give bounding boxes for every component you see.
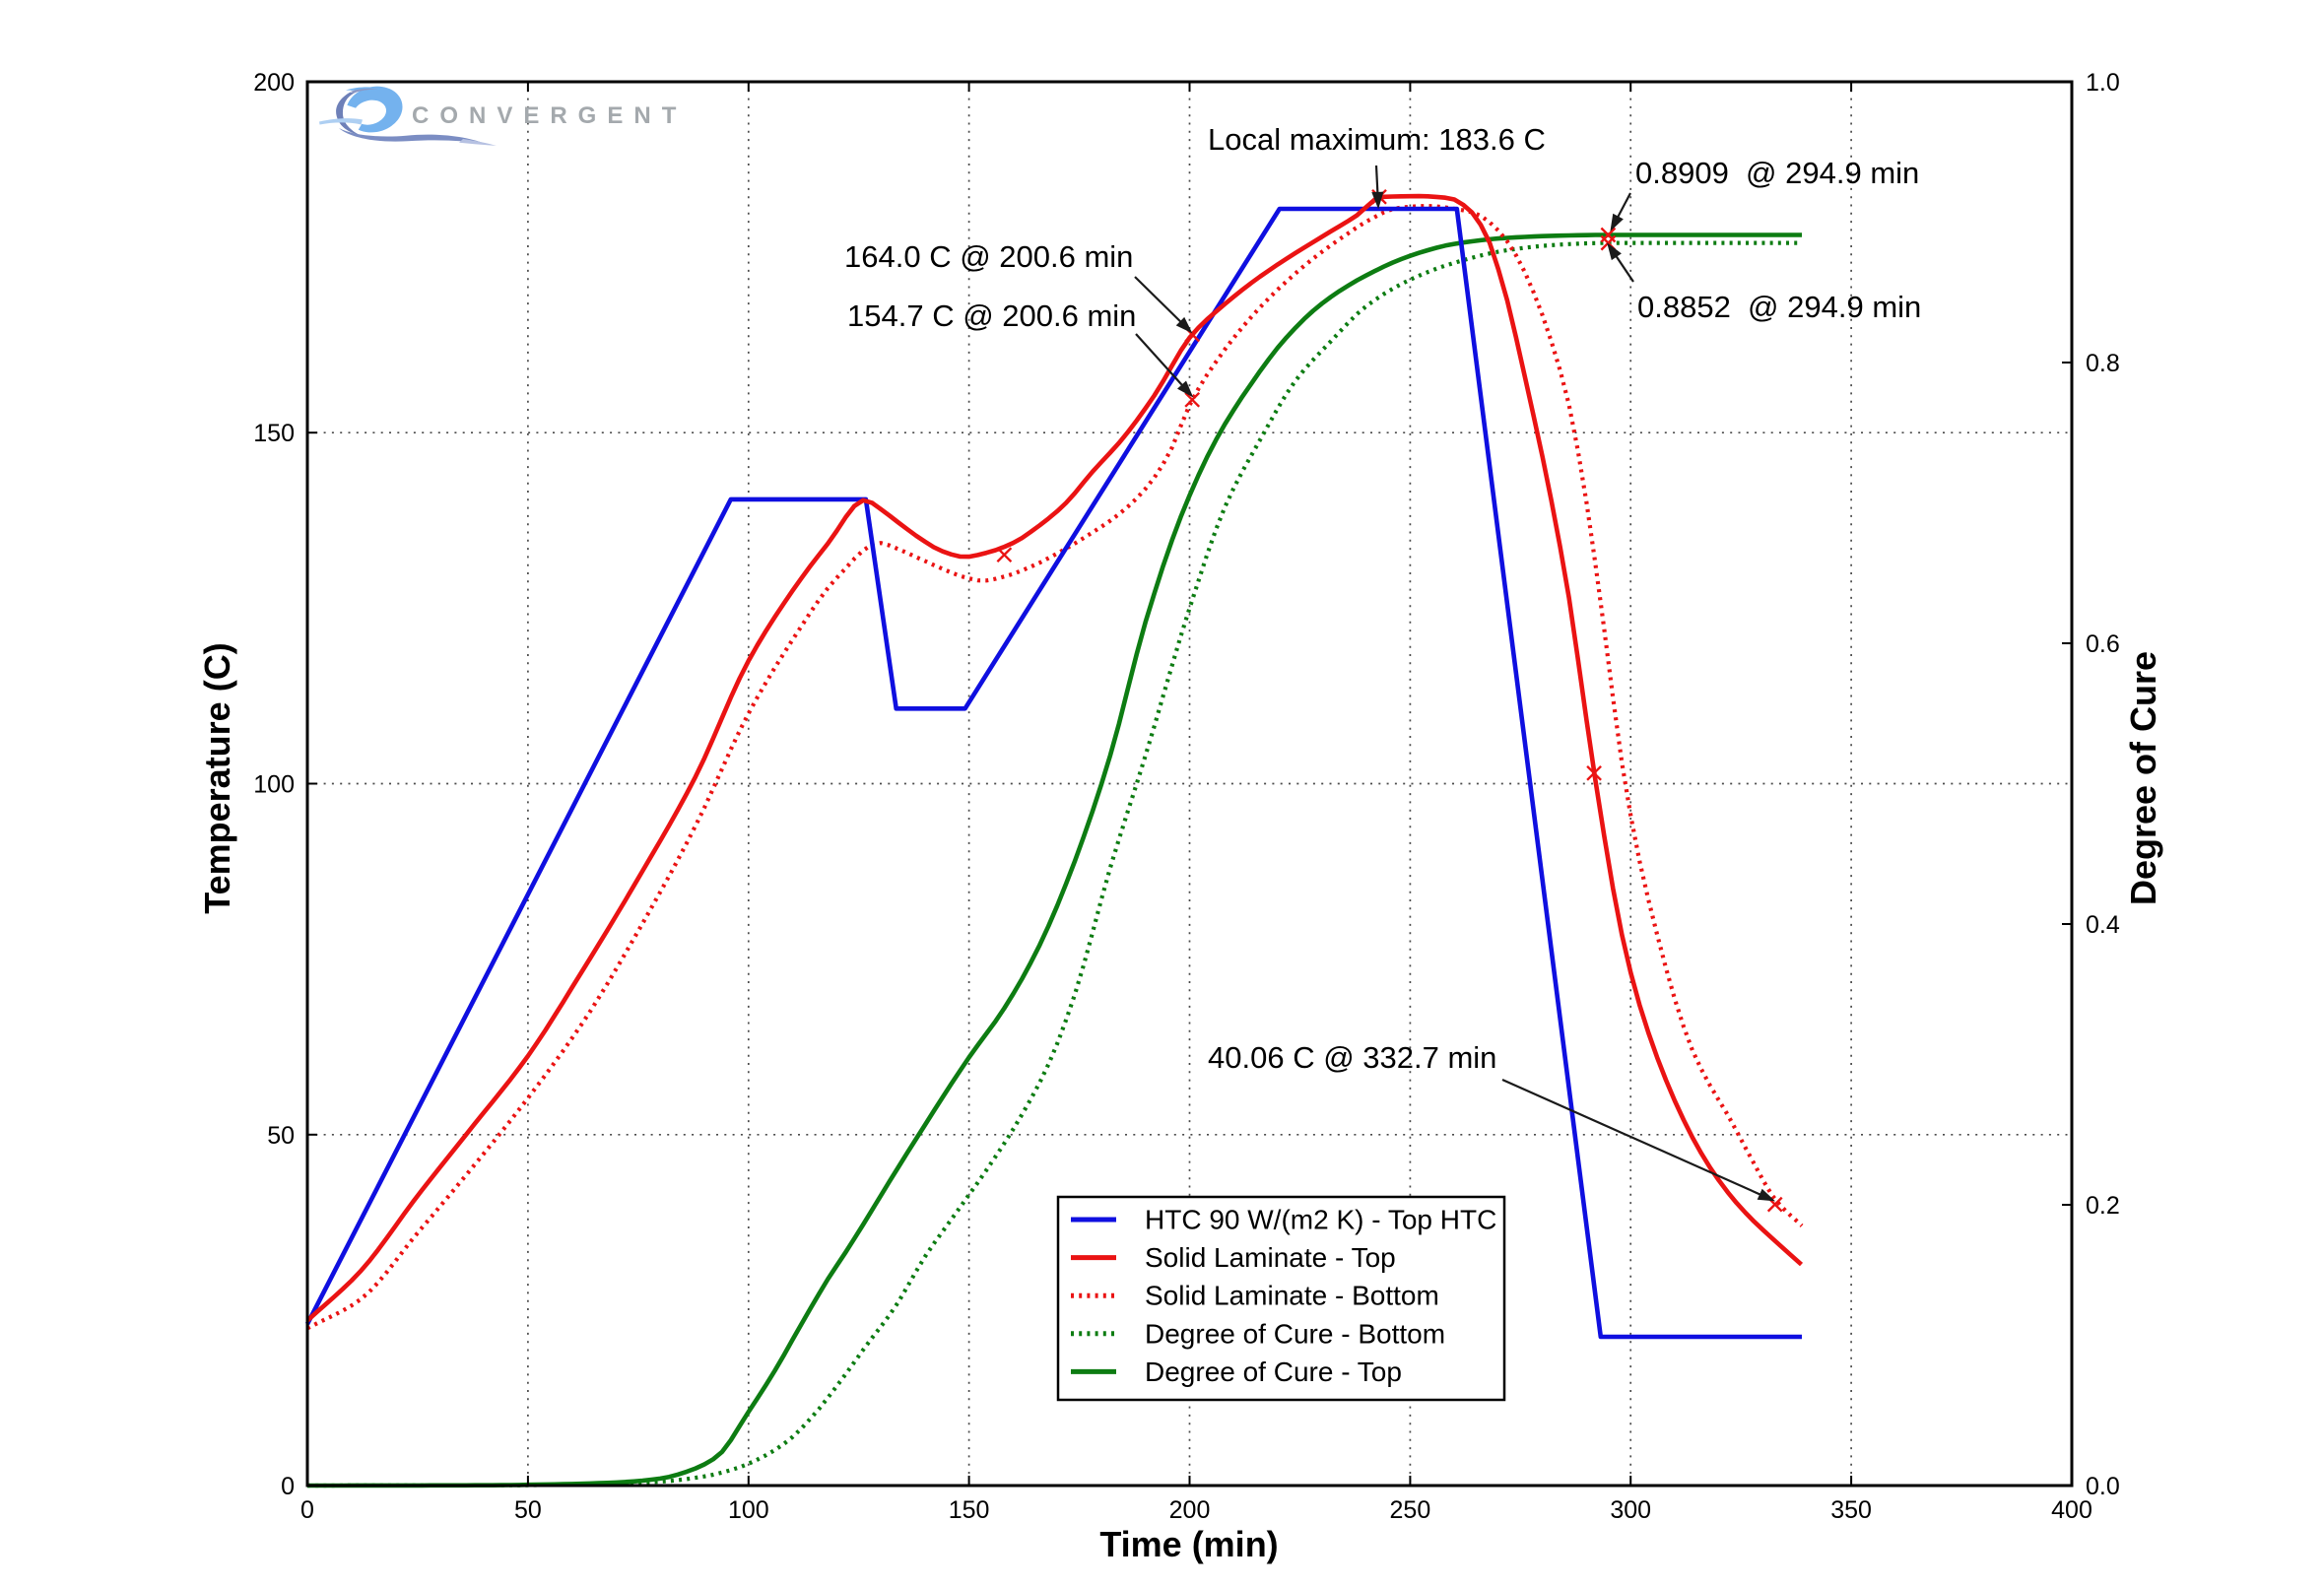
svg-text:0: 0 (281, 1473, 295, 1500)
svg-text:164.0 C @ 200.6 min: 164.0 C @ 200.6 min (844, 239, 1133, 274)
svg-text:HTC 90 W/(m2 K) - Top HTC: HTC 90 W/(m2 K) - Top HTC (1145, 1205, 1496, 1235)
svg-text:0.6: 0.6 (2086, 630, 2120, 658)
svg-text:300: 300 (1610, 1496, 1651, 1524)
svg-text:Solid Laminate - Top: Solid Laminate - Top (1145, 1242, 1396, 1273)
svg-text:150: 150 (253, 420, 295, 447)
svg-text:250: 250 (1390, 1496, 1431, 1524)
svg-text:Time (min): Time (min) (1099, 1524, 1278, 1564)
svg-text:Degree of Cure - Top: Degree of Cure - Top (1145, 1356, 1402, 1387)
svg-text:0.2: 0.2 (2086, 1192, 2120, 1220)
svg-text:0.8909 @ 294.9 min: 0.8909 @ 294.9 min (1635, 156, 1919, 190)
svg-text:1.0: 1.0 (2086, 69, 2120, 97)
svg-text:100: 100 (728, 1496, 769, 1524)
svg-text:400: 400 (2051, 1496, 2092, 1524)
svg-text:CONVERGENT: CONVERGENT (412, 102, 687, 129)
svg-text:Local maximum: 183.6 C: Local maximum: 183.6 C (1208, 122, 1546, 157)
svg-text:40.06 C @ 332.7 min: 40.06 C @ 332.7 min (1208, 1040, 1496, 1075)
svg-text:0: 0 (300, 1496, 314, 1524)
svg-text:154.7 C @ 200.6 min: 154.7 C @ 200.6 min (847, 298, 1136, 333)
svg-text:Temperature (C): Temperature (C) (197, 642, 237, 913)
svg-text:Degree of Cure - Bottom: Degree of Cure - Bottom (1145, 1318, 1445, 1349)
svg-text:200: 200 (1169, 1496, 1211, 1524)
svg-text:Degree of Cure: Degree of Cure (2123, 651, 2163, 905)
svg-text:0.0: 0.0 (2086, 1473, 2120, 1500)
svg-text:50: 50 (267, 1122, 295, 1150)
svg-text:150: 150 (949, 1496, 990, 1524)
svg-text:50: 50 (514, 1496, 542, 1524)
svg-text:Solid Laminate - Bottom: Solid Laminate - Bottom (1145, 1281, 1439, 1311)
svg-text:0.4: 0.4 (2086, 911, 2120, 939)
svg-text:0.8: 0.8 (2086, 350, 2120, 377)
svg-text:100: 100 (253, 771, 295, 799)
svg-text:350: 350 (1830, 1496, 1872, 1524)
svg-text:200: 200 (253, 69, 295, 97)
svg-text:0.8852 @ 294.9 min: 0.8852 @ 294.9 min (1637, 290, 1921, 324)
